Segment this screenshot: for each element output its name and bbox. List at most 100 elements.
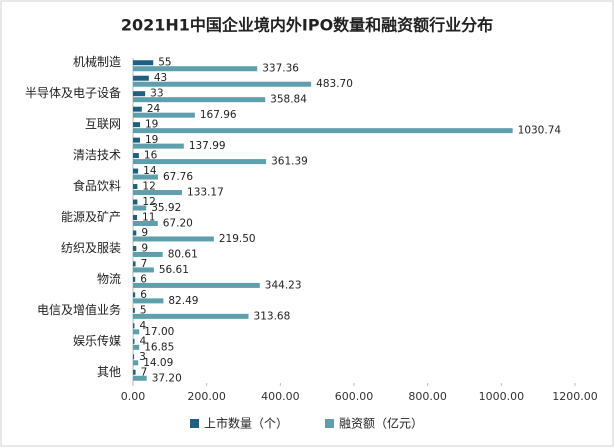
value-label: 344.23 <box>265 279 302 291</box>
bar <box>133 261 136 267</box>
value-label: 7 <box>141 258 148 270</box>
bar <box>133 91 146 97</box>
bar <box>133 106 142 112</box>
value-label: 313.68 <box>254 310 291 322</box>
bar <box>133 323 135 329</box>
bar <box>133 174 158 180</box>
value-label: 37.20 <box>152 372 182 384</box>
legend-swatch <box>190 419 199 428</box>
value-label: 16.85 <box>144 341 174 353</box>
bar <box>133 276 136 282</box>
value-label: 337.36 <box>262 63 299 75</box>
x-tick-label: 1200.00 <box>552 390 598 403</box>
bar <box>133 298 164 304</box>
bar <box>133 375 147 381</box>
value-label: 67.20 <box>163 218 193 230</box>
bar <box>133 292 136 298</box>
value-label: 11 <box>142 212 155 224</box>
legend-label: 融资额（亿元） <box>339 416 423 431</box>
bar <box>133 360 139 366</box>
y-tick-label: 食品饮料 <box>73 178 121 193</box>
bar <box>133 143 184 149</box>
bar <box>133 66 258 72</box>
bar <box>133 282 260 288</box>
value-label: 67.76 <box>163 171 193 183</box>
value-label: 219.50 <box>219 233 256 245</box>
y-tick-label: 电信及增值业务 <box>37 302 121 317</box>
value-label: 5 <box>140 304 147 316</box>
value-label: 12 <box>142 196 155 208</box>
value-label: 43 <box>154 72 167 84</box>
bar <box>133 60 154 66</box>
value-label: 6 <box>140 273 147 285</box>
bar <box>133 245 137 251</box>
bar <box>133 267 154 273</box>
value-label: 137.99 <box>189 140 226 152</box>
bar <box>133 354 135 360</box>
y-tick-label: 纺织及服装 <box>61 241 121 255</box>
value-label: 9 <box>141 227 148 239</box>
value-label: 167.96 <box>200 109 237 121</box>
bar <box>133 81 312 87</box>
bar <box>133 112 195 118</box>
bar <box>133 230 137 236</box>
bar <box>133 307 135 313</box>
bar <box>133 221 158 226</box>
y-tick-label: 互联网 <box>85 117 121 131</box>
value-label: 361.39 <box>271 156 308 168</box>
bar <box>133 137 140 143</box>
value-label: 33 <box>150 88 163 100</box>
value-label: 9 <box>141 242 148 254</box>
value-label: 4 <box>139 320 146 332</box>
value-label: 80.61 <box>168 248 198 260</box>
value-label: 19 <box>145 119 158 131</box>
chart-title: 2021H1中国企业境内外IPO数量和融资额行业分布 <box>121 16 493 35</box>
y-tick-label: 半导体及电子设备 <box>25 86 121 100</box>
bar <box>133 205 147 211</box>
bar <box>133 199 138 205</box>
x-tick-label: 400.00 <box>261 390 300 403</box>
value-label: 1030.74 <box>518 125 562 137</box>
bar <box>133 168 139 174</box>
value-label: 14.09 <box>143 357 173 369</box>
y-tick-label: 娱乐传媒 <box>73 333 121 348</box>
bar <box>133 338 135 344</box>
bar <box>133 236 214 242</box>
value-label: 56.61 <box>159 264 189 276</box>
legend-label: 上市数量（个） <box>204 416 288 431</box>
bar <box>133 313 249 319</box>
bar <box>133 184 138 190</box>
bar <box>133 190 183 196</box>
y-tick-label: 其他 <box>97 365 121 379</box>
value-label: 3 <box>139 351 146 363</box>
bar <box>133 97 266 103</box>
value-label: 35.92 <box>151 202 181 214</box>
y-tick-label: 机械制造 <box>73 54 121 69</box>
value-label: 4 <box>139 335 146 347</box>
x-tick-label: 0.00 <box>121 390 146 403</box>
value-label: 12 <box>142 181 155 193</box>
bar <box>133 153 139 159</box>
value-label: 7 <box>141 366 148 378</box>
value-label: 19 <box>145 134 158 146</box>
x-tick-label: 1000.00 <box>479 390 525 403</box>
value-label: 358.84 <box>270 94 307 106</box>
value-label: 14 <box>143 165 157 177</box>
x-tick-label: 200.00 <box>187 390 226 403</box>
bar <box>133 344 140 350</box>
value-label: 483.70 <box>316 78 353 90</box>
bar <box>133 329 140 335</box>
y-tick-label: 物流 <box>97 272 121 286</box>
legend-swatch <box>325 419 334 428</box>
bar <box>133 75 149 81</box>
bar <box>133 215 138 220</box>
bar <box>133 251 163 257</box>
value-label: 17.00 <box>144 326 174 338</box>
value-label: 55 <box>158 57 171 69</box>
bar <box>133 159 267 165</box>
bar <box>133 369 136 375</box>
x-tick-label: 600.00 <box>335 390 374 403</box>
y-tick-label: 清洁技术 <box>73 148 121 162</box>
